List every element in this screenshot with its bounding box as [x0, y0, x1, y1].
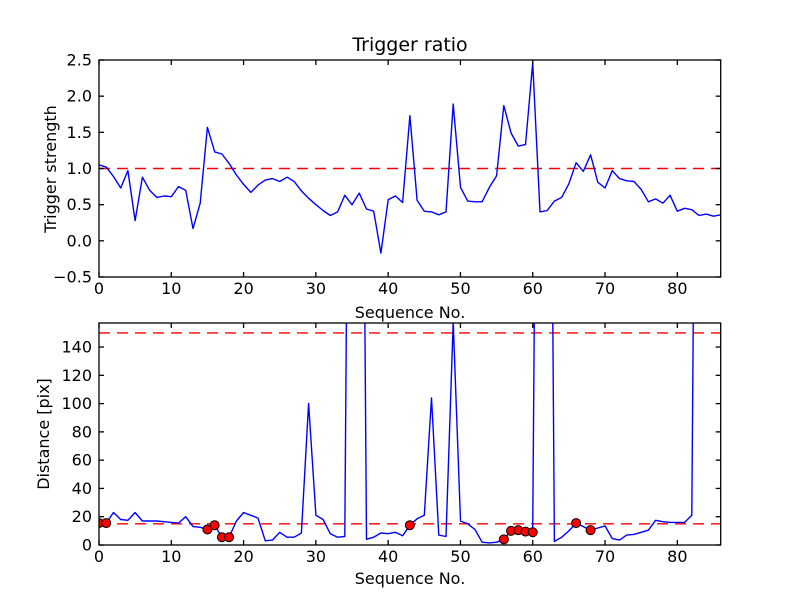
y-tick-label: 40	[72, 479, 92, 498]
y-tick-label: 20	[72, 507, 92, 526]
distance-plot-area	[99, 323, 721, 545]
distance-marker-dot	[209, 520, 220, 531]
y-tick-label: 140	[61, 338, 92, 357]
x-tick-label: 60	[523, 279, 543, 298]
y-tick-label: 0.5	[67, 195, 92, 214]
y-tick-label: 60	[72, 451, 92, 470]
x-tick-label: 40	[378, 279, 398, 298]
y-tick-label: 1.5	[67, 123, 92, 142]
distance-marker-dot	[571, 518, 582, 529]
x-tick-label: 30	[306, 547, 326, 566]
y-tick-label: 2.0	[67, 87, 92, 106]
top-xaxis-label: Sequence No.	[355, 303, 466, 322]
y-tick-label: 120	[61, 366, 92, 385]
distance-axes: 0 10 20 30 40 50 60 70 80 0 20 40 60 80 100 120 140	[61, 322, 722, 566]
trigger-data-line	[99, 62, 721, 254]
distance-data-line	[99, 323, 694, 544]
x-tick-label: 10	[161, 279, 181, 298]
trigger-ratio-axes: 0 10 20 30 40 50 60 70 80 −0.5 0.0 0.5 1.0 1.5 2.0 2.5	[53, 51, 722, 298]
x-tick-label: 20	[233, 547, 253, 566]
distance-marker-dot	[404, 520, 415, 531]
chart-title: Trigger ratio	[351, 34, 467, 56]
y-tick-label: 80	[72, 422, 92, 441]
x-tick-label: 10	[161, 547, 181, 566]
distance-marker-dot	[224, 532, 235, 543]
y-tick-label: 0.0	[67, 231, 92, 250]
x-tick-label: 70	[595, 279, 615, 298]
top-yaxis-label: Trigger strength	[41, 105, 60, 234]
bottom-yaxis-label: Distance [pix]	[34, 378, 53, 490]
x-tick-label: 0	[94, 547, 104, 566]
distance-marker-dot	[585, 525, 596, 536]
x-tick-label: 30	[306, 279, 326, 298]
x-tick-label: 80	[667, 547, 687, 566]
bottom-xaxis-label: Sequence No.	[355, 569, 466, 588]
x-tick-label: 60	[523, 547, 543, 566]
trigger-plot-area	[99, 62, 721, 254]
distance-marker-dot	[202, 524, 213, 535]
distance-marker-dot	[101, 518, 112, 529]
x-tick-label: 70	[595, 547, 615, 566]
x-tick-label: 50	[450, 279, 470, 298]
x-tick-label: 80	[667, 279, 687, 298]
distance-marker-dot	[498, 534, 509, 545]
y-tick-label: −0.5	[53, 268, 92, 287]
y-tick-label: 0	[82, 536, 92, 555]
x-tick-label: 0	[94, 279, 104, 298]
distance-axes-frame	[98, 322, 722, 546]
distance-marker-dot	[527, 527, 538, 538]
x-tick-label: 40	[378, 547, 398, 566]
x-tick-label: 20	[233, 279, 253, 298]
y-tick-label: 100	[61, 394, 92, 413]
x-tick-label: 50	[450, 547, 470, 566]
y-tick-label: 1.0	[67, 159, 92, 178]
y-tick-label: 2.5	[67, 51, 92, 70]
